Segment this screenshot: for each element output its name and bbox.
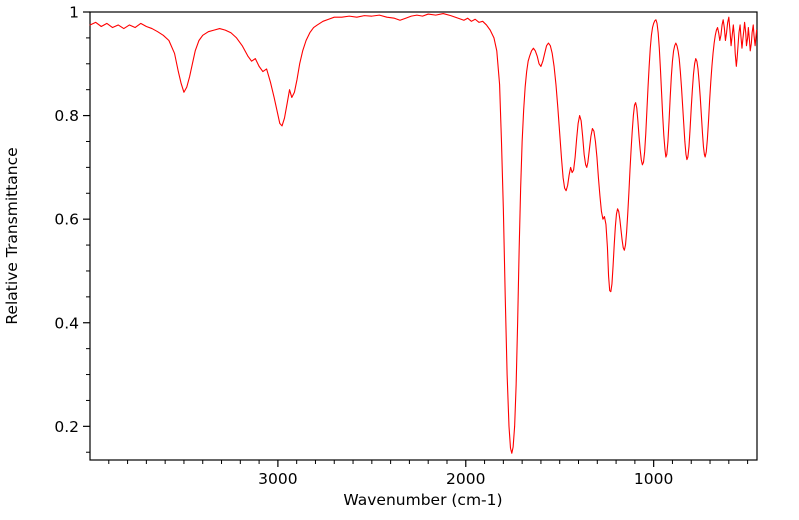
y-tick-label: 0.4 [54,314,79,332]
x-tick-label: 3000 [258,470,297,488]
y-tick-label: 1 [69,4,79,22]
tick-marks: 3000 2000 1000 0.2 0.4 0.6 0.8 1 [54,4,749,488]
y-tick-label: 0.8 [54,107,79,125]
y-axis-title: Relative Transmittance [3,147,21,324]
spectrum-line-layer [89,13,758,454]
axes-frame [89,11,758,461]
spectrum-line [89,13,758,454]
x-tick-label: 2000 [446,470,485,488]
plot-frame [89,11,758,461]
y-tick-label: 0.6 [54,211,79,229]
x-tick-label: 1000 [634,470,673,488]
x-axis-title: Wavenumber (cm-1) [343,491,502,509]
y-tick-label: 0.2 [54,418,79,436]
